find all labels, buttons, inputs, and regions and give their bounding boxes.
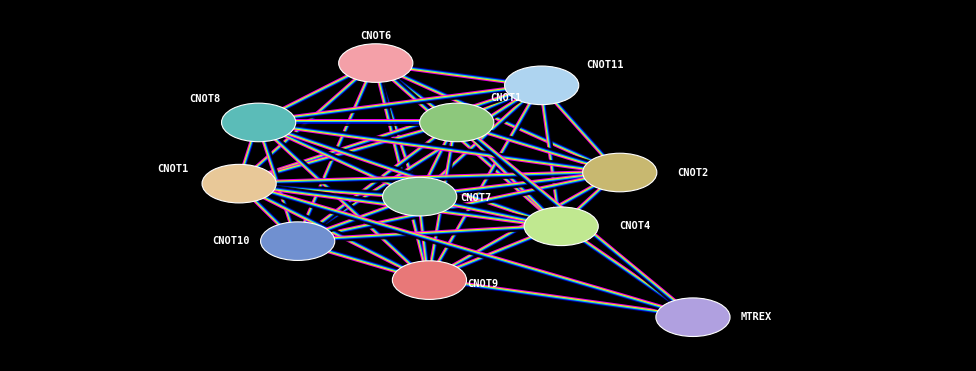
Ellipse shape xyxy=(351,50,400,76)
Ellipse shape xyxy=(669,305,717,330)
Ellipse shape xyxy=(383,177,457,216)
Ellipse shape xyxy=(392,261,467,299)
Ellipse shape xyxy=(517,73,566,98)
Ellipse shape xyxy=(395,184,444,209)
Text: CNOT7: CNOT7 xyxy=(461,194,492,203)
Ellipse shape xyxy=(405,267,454,293)
Ellipse shape xyxy=(505,66,579,105)
Text: CNOT8: CNOT8 xyxy=(189,95,221,104)
Text: CNOT1: CNOT1 xyxy=(490,93,521,103)
Ellipse shape xyxy=(537,214,586,239)
Ellipse shape xyxy=(273,229,322,254)
Ellipse shape xyxy=(339,44,413,82)
Text: MTREX: MTREX xyxy=(741,312,772,322)
Text: CNOT2: CNOT2 xyxy=(677,168,709,177)
Text: CNOT9: CNOT9 xyxy=(468,279,499,289)
Text: CNOT4: CNOT4 xyxy=(619,221,650,231)
Ellipse shape xyxy=(234,110,283,135)
Ellipse shape xyxy=(524,207,598,246)
Ellipse shape xyxy=(261,222,335,260)
Text: CNOT10: CNOT10 xyxy=(213,236,250,246)
Ellipse shape xyxy=(222,103,296,142)
Ellipse shape xyxy=(595,160,644,185)
Ellipse shape xyxy=(583,153,657,192)
Text: CNOT11: CNOT11 xyxy=(587,60,624,70)
Text: CNOT1: CNOT1 xyxy=(157,164,188,174)
Ellipse shape xyxy=(202,164,276,203)
Ellipse shape xyxy=(432,110,481,135)
Ellipse shape xyxy=(420,103,494,142)
Ellipse shape xyxy=(215,171,264,196)
Text: CNOT6: CNOT6 xyxy=(360,32,391,41)
Ellipse shape xyxy=(656,298,730,336)
